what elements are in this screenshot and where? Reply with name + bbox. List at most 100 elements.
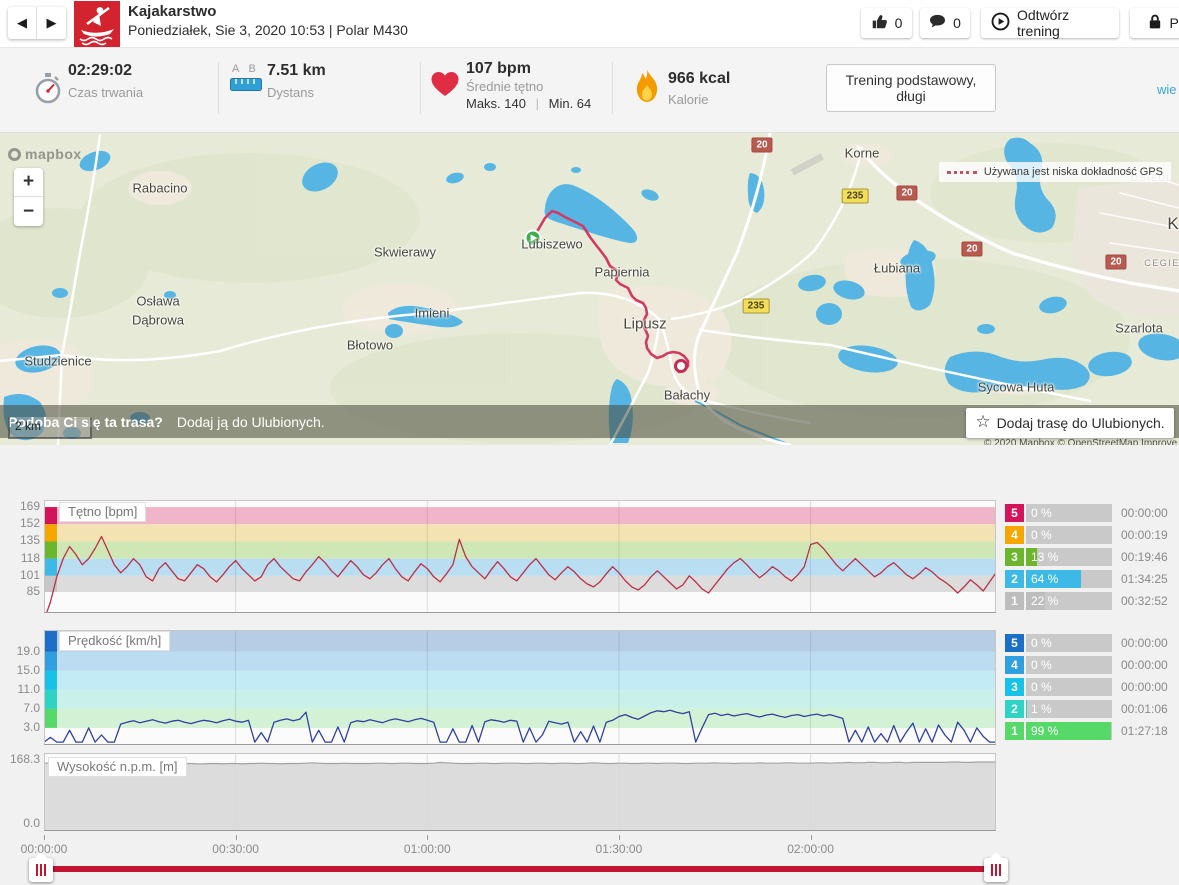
road-badge: 235 (841, 188, 869, 204)
speed-chart[interactable] (44, 630, 996, 745)
zone-time: 00:32:52 (1121, 594, 1168, 608)
map-town-label: K (1167, 214, 1179, 233)
comment-icon (929, 14, 946, 32)
map-town-label: Sycowa Huta (977, 379, 1055, 395)
x-axis-label: 01:00:00 (403, 842, 451, 856)
zone-bar: 13 % (1026, 548, 1112, 566)
heart-icon (430, 70, 460, 103)
hr-chart[interactable] (44, 500, 996, 613)
zone-percent: 0 % (1031, 636, 1052, 650)
replay-training-button[interactable]: Odtwórz trening (981, 7, 1119, 39)
y-axis-label: 3.0 (23, 719, 40, 734)
hr-zone-row: 5 0 % 00:00:00 (1005, 504, 1179, 522)
comment-button[interactable]: 0 (920, 8, 970, 38)
map-town-label: Studzienice (24, 353, 92, 369)
y-axis-label: 0.0 (23, 816, 40, 830)
scrubber-handle-right[interactable] (984, 858, 1008, 882)
zone-time: 00:00:00 (1121, 680, 1168, 694)
y-axis-label: 15.0 (16, 662, 40, 677)
summary-stats-bar: 02:29:02 Czas trwania A B 7.51 km Dystan… (0, 47, 1179, 133)
road-badge: 20 (961, 241, 983, 257)
map-town-label: Lipusz (623, 315, 667, 333)
timeline-scrubber-bar[interactable] (44, 866, 996, 872)
map-town-label: Osława (136, 293, 180, 309)
alt-chart[interactable] (44, 753, 996, 831)
zoom-in-button[interactable]: + (14, 168, 43, 197)
zone-percent: 0 % (1031, 506, 1052, 520)
zone-percent: 99 % (1031, 724, 1059, 738)
route-map[interactable]: Rabacino Skwierawy Osława Dąbrowa Studzienic… (0, 133, 1179, 445)
zone-percent: 0 % (1031, 528, 1052, 542)
speed-zone-row: 4 0 % 00:00:00 (1005, 656, 1179, 674)
scrubber-handle-left[interactable] (29, 858, 53, 882)
prev-session-button[interactable]: ◀ (8, 7, 37, 39)
add-route-favorite-button[interactable]: ☆ Dodaj trasę do Ulubionych. (966, 408, 1174, 438)
replay-label: Odtwórz trening (1017, 7, 1070, 39)
calories-flame-icon (634, 68, 660, 109)
y-axis-label: 168.3 (9, 751, 40, 766)
header: ◀ ▶ Kajakarstwo Poniedziałek, Sie 3, 202… (0, 0, 1179, 47)
map-town-label: Szarlota (1115, 320, 1163, 336)
zone-time: 00:00:00 (1121, 506, 1168, 520)
airstrip (790, 153, 824, 176)
y-axis-label: 7.0 (23, 700, 40, 715)
zone-number: 3 (1005, 548, 1024, 566)
mapbox-logo-icon (8, 147, 21, 161)
training-benefit-badge: Trening podstawowy, długi (826, 64, 996, 112)
map-town-label: Błotowo (346, 337, 394, 353)
zone-bar: 0 % (1026, 526, 1112, 544)
hr-value: 107 bpm (466, 60, 531, 77)
zone-bar: 22 % (1026, 592, 1112, 610)
map-town-label: CEGIE (1144, 258, 1179, 268)
zone-time: 00:00:19 (1121, 528, 1168, 542)
speed-chart-title: Prędkość [km/h] (59, 631, 171, 651)
speed-zone-row: 1 99 % 01:27:18 (1005, 722, 1179, 740)
zone-percent: 0 % (1031, 680, 1052, 694)
zone-bar-fill (1026, 722, 1111, 740)
zone-bar: 64 % (1026, 570, 1112, 588)
zone-time: 00:19:46 (1121, 550, 1168, 564)
more-link[interactable]: wie (1157, 82, 1177, 97)
zone-number: 4 (1005, 656, 1024, 674)
lock-icon (1147, 13, 1163, 34)
zone-percent: 13 % (1031, 550, 1059, 564)
y-axis-label: 19.0 (16, 643, 40, 658)
x-axis-tick (427, 835, 429, 840)
zone-number: 2 (1005, 700, 1024, 718)
y-axis-label: 85 (26, 583, 40, 598)
next-session-button[interactable]: ▶ (46, 15, 57, 30)
y-axis-label: 118 (20, 550, 40, 565)
map-town-label: Dąbrowa (131, 312, 185, 328)
map-town-label: Bałachy (663, 387, 711, 403)
y-axis-label: 135 (19, 533, 40, 548)
y-axis-label: 152 (19, 516, 40, 531)
zone-number: 2 (1005, 570, 1024, 588)
map-town-label: Rabacino (132, 180, 188, 196)
privacy-button[interactable]: Pr (1130, 8, 1179, 38)
calories-value: 966 kcal (668, 70, 731, 87)
zone-bar: 0 % (1026, 504, 1112, 522)
like-button[interactable]: 0 (861, 8, 912, 38)
route-end-marker (674, 359, 688, 373)
map-town-label: Lubiszewo (521, 236, 583, 252)
zone-number: 1 (1005, 592, 1024, 610)
zone-percent: 0 % (1031, 658, 1052, 672)
duration-label: Czas trwania (68, 85, 144, 100)
x-axis-tick (810, 835, 812, 840)
zone-number: 5 (1005, 504, 1024, 522)
page-title: Kajakarstwo (128, 3, 217, 20)
distance-label: Dystans (267, 85, 314, 100)
x-axis-tick (618, 835, 620, 840)
road-badge: 235 (742, 298, 770, 314)
zone-bar-fill (1026, 570, 1081, 588)
map-town-label: Skwierawy (373, 244, 437, 260)
map-town-label: Korne (844, 145, 880, 161)
session-nav: ◀ ▶ (8, 7, 66, 39)
hr-zone-row: 2 64 % 01:34:25 (1005, 570, 1179, 588)
x-axis-tick (235, 835, 237, 840)
route-like-action[interactable]: Dodaj ją do Ulubionych. (176, 413, 325, 430)
zoom-out-button[interactable]: − (22, 200, 35, 222)
duration-value: 02:29:02 (68, 62, 133, 79)
gps-accuracy-notice: Używana jest niska dokładność GPS (938, 162, 1171, 182)
map-town-label: Papiernia (594, 264, 650, 280)
